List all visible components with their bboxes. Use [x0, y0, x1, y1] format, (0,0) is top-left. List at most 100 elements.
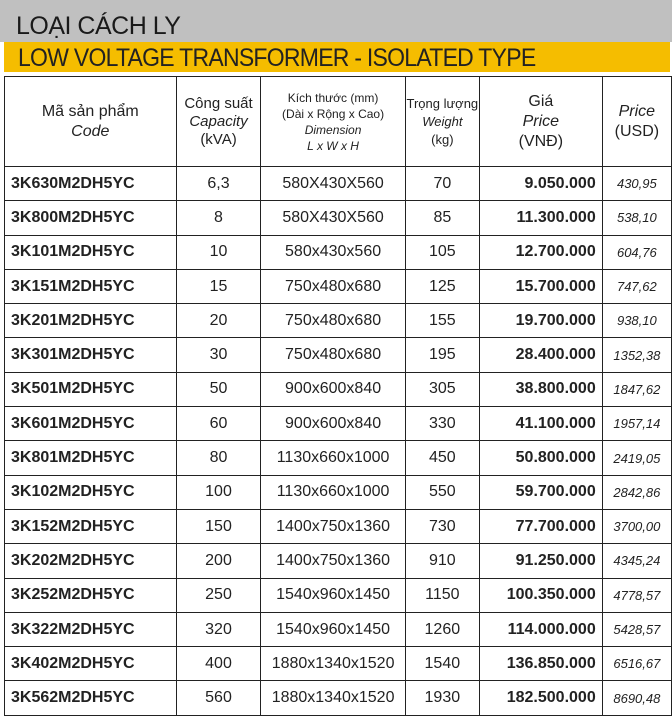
price-table: Mã sản phẩm Code Công suất Capacity (kVA) K… — [4, 76, 672, 716]
cell-capacity: 100 — [175, 474, 262, 510]
cell-capacity: 80 — [175, 440, 262, 476]
cell-price-usd: 2842,86 — [601, 474, 672, 510]
cell-dimension: 580X430X560 — [260, 165, 406, 202]
header-price-vnd: Giá Price (VNĐ) — [478, 76, 603, 167]
cell-price-vnd: 91.250.000 — [478, 543, 603, 579]
table-row: 3K101M2DH5YC 10 580x430x560 105 12.700.000 60… — [4, 234, 672, 270]
header-price-usd: Price (USD) — [601, 76, 672, 167]
cell-price-usd: 430,95 — [601, 165, 672, 202]
cell-price-vnd: 15.700.000 — [478, 268, 603, 305]
cell-weight: 910 — [404, 543, 480, 579]
table-row: 3K322M2DH5YC 320 1540x960x1450 1260 114.000.… — [4, 611, 672, 648]
header-row: Mã sản phẩm Code Công suất Capacity (kVA) K… — [4, 76, 672, 167]
table-row: 3K801M2DH5YC 80 1130x660x1000 450 50.800.000… — [4, 440, 672, 476]
cell-weight: 305 — [404, 371, 480, 408]
cell-price-usd: 938,10 — [601, 303, 672, 339]
cell-price-usd: 4778,57 — [601, 577, 672, 613]
cell-code: 3K151M2DH5YC — [4, 268, 177, 305]
cell-dimension: 580x430x560 — [260, 234, 406, 270]
cell-dimension: 750x480x680 — [260, 268, 406, 305]
cell-price-vnd: 182.500.000 — [478, 680, 603, 716]
cell-code: 3K201M2DH5YC — [4, 303, 177, 339]
cell-price-vnd: 9.050.000 — [478, 165, 603, 202]
header-dimension: Kích thước (mm) (Dài x Rộng x Cao) Dimensi… — [260, 76, 406, 167]
subtitle: LOW VOLTAGE TRANSFORMER - ISOLATED TYPE — [18, 44, 536, 72]
cell-weight: 330 — [404, 406, 480, 442]
cell-code: 3K402M2DH5YC — [4, 646, 177, 682]
cell-weight: 1540 — [404, 646, 480, 682]
cell-dimension: 900x600x840 — [260, 371, 406, 408]
table-row: 3K301M2DH5YC 30 750x480x680 195 28.400.000 13… — [4, 337, 672, 373]
table-row: 3K152M2DH5YC 150 1400x750x1360 730 77.700.00… — [4, 508, 672, 545]
cell-dimension: 1540x960x1450 — [260, 577, 406, 613]
cell-capacity: 50 — [175, 371, 262, 408]
cell-price-vnd: 50.800.000 — [478, 440, 603, 476]
cell-weight: 1930 — [404, 680, 480, 716]
table-row: 3K102M2DH5YC 100 1130x660x1000 550 59.700.00… — [4, 474, 672, 510]
cell-code: 3K101M2DH5YC — [4, 234, 177, 270]
table-row: 3K601M2DH5YC 60 900x600x840 330 41.100.000 19… — [4, 406, 672, 442]
cell-price-usd: 604,76 — [601, 234, 672, 270]
cell-price-vnd: 77.700.000 — [478, 508, 603, 545]
cell-code: 3K301M2DH5YC — [4, 337, 177, 373]
cell-price-vnd: 28.400.000 — [478, 337, 603, 373]
cell-price-vnd: 59.700.000 — [478, 474, 603, 510]
cell-weight: 450 — [404, 440, 480, 476]
cell-capacity: 250 — [175, 577, 262, 613]
cell-price-usd: 2419,05 — [601, 440, 672, 476]
cell-dimension: 1400x750x1360 — [260, 543, 406, 579]
header-capacity: Công suất Capacity (kVA) — [175, 76, 262, 167]
title-bar: LOẠI CÁCH LY — [0, 0, 672, 42]
title: LOẠI CÁCH LY — [16, 12, 181, 40]
cell-dimension: 1540x960x1450 — [260, 611, 406, 648]
cell-dimension: 750x480x680 — [260, 303, 406, 339]
table-row: 3K151M2DH5YC 15 750x480x680 125 15.700.000 74… — [4, 268, 672, 305]
cell-capacity: 320 — [175, 611, 262, 648]
cell-price-vnd: 19.700.000 — [478, 303, 603, 339]
cell-capacity: 20 — [175, 303, 262, 339]
cell-price-usd: 4345,24 — [601, 543, 672, 579]
cell-price-usd: 1847,62 — [601, 371, 672, 408]
cell-dimension: 1400x750x1360 — [260, 508, 406, 545]
cell-weight: 730 — [404, 508, 480, 545]
cell-weight: 125 — [404, 268, 480, 305]
table-row: 3K800M2DH5YC 8 580X430X560 85 11.300.000 538,… — [4, 200, 672, 236]
table-row: 3K501M2DH5YC 50 900x600x840 305 38.800.000 18… — [4, 371, 672, 408]
cell-price-usd: 8690,48 — [601, 680, 672, 716]
cell-capacity: 8 — [175, 200, 262, 236]
cell-dimension: 1880x1340x1520 — [260, 646, 406, 682]
cell-price-vnd: 100.350.000 — [478, 577, 603, 613]
cell-price-usd: 538,10 — [601, 200, 672, 236]
cell-capacity: 400 — [175, 646, 262, 682]
table-row: 3K402M2DH5YC 400 1880x1340x1520 1540 136.850… — [4, 646, 672, 682]
cell-price-vnd: 11.300.000 — [478, 200, 603, 236]
cell-code: 3K801M2DH5YC — [4, 440, 177, 476]
cell-weight: 155 — [404, 303, 480, 339]
cell-capacity: 150 — [175, 508, 262, 545]
header-code: Mã sản phẩm Code — [4, 76, 177, 167]
cell-code: 3K152M2DH5YC — [4, 508, 177, 545]
cell-weight: 550 — [404, 474, 480, 510]
table-row: 3K201M2DH5YC 20 750x480x680 155 19.700.000 93… — [4, 303, 672, 339]
cell-weight: 1150 — [404, 577, 480, 613]
cell-code: 3K202M2DH5YC — [4, 543, 177, 579]
cell-code: 3K252M2DH5YC — [4, 577, 177, 613]
cell-capacity: 15 — [175, 268, 262, 305]
cell-code: 3K630M2DH5YC — [4, 165, 177, 202]
cell-capacity: 6,3 — [175, 165, 262, 202]
cell-capacity: 200 — [175, 543, 262, 579]
cell-weight: 195 — [404, 337, 480, 373]
cell-price-usd: 1352,38 — [601, 337, 672, 373]
table-row: 3K630M2DH5YC 6,3 580X430X560 70 9.050.000 430… — [4, 165, 672, 202]
table-row: 3K562M2DH5YC 560 1880x1340x1520 1930 182.500… — [4, 680, 672, 716]
cell-dimension: 1130x660x1000 — [260, 440, 406, 476]
cell-weight: 1260 — [404, 611, 480, 648]
cell-price-vnd: 12.700.000 — [478, 234, 603, 270]
cell-dimension: 580X430X560 — [260, 200, 406, 236]
cell-dimension: 1880x1340x1520 — [260, 680, 406, 716]
cell-capacity: 60 — [175, 406, 262, 442]
cell-price-usd: 5428,57 — [601, 611, 672, 648]
cell-price-usd: 3700,00 — [601, 508, 672, 545]
cell-price-vnd: 114.000.000 — [478, 611, 603, 648]
cell-price-vnd: 38.800.000 — [478, 371, 603, 408]
